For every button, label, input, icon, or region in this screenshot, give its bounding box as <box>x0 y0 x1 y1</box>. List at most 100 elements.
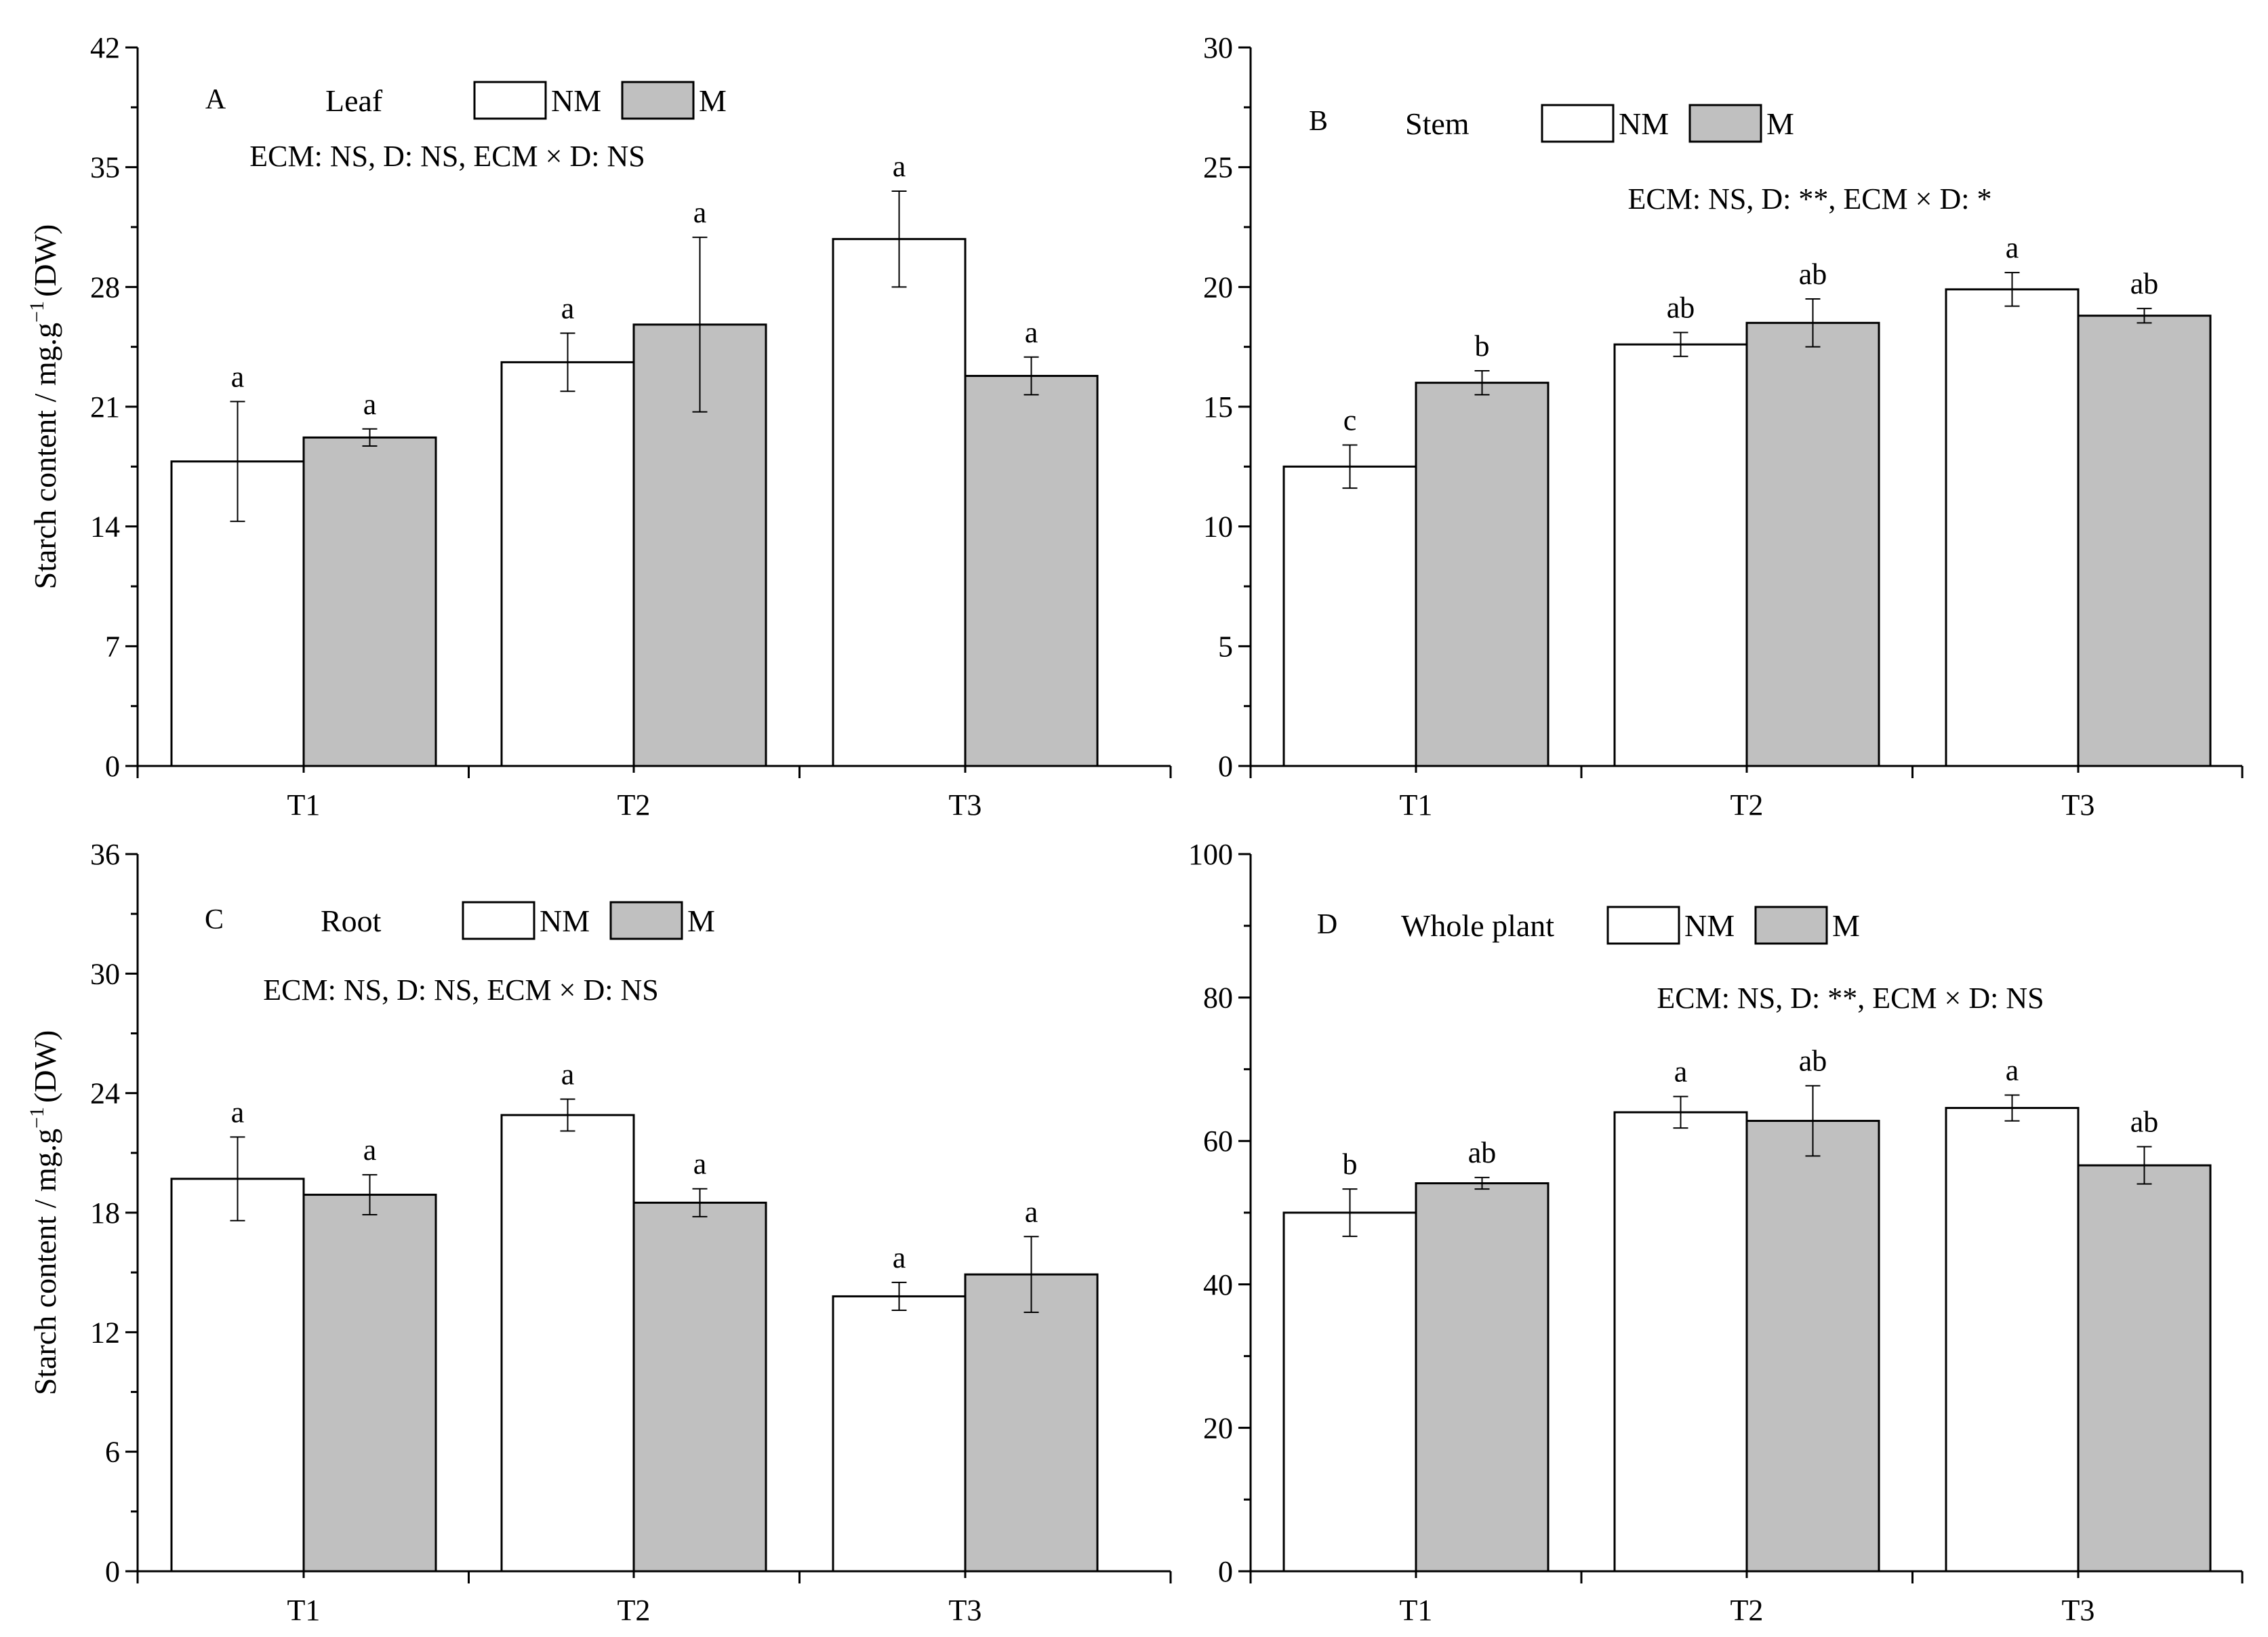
x-tick-label: T1 <box>287 1594 321 1627</box>
x-tick-label: T2 <box>617 788 651 822</box>
series-nm: b a a <box>1282 1053 2080 1573</box>
x-tick-label: T1 <box>1400 788 1433 822</box>
legend: NM M <box>1541 104 1794 143</box>
y-tick-label: 10 <box>1203 510 1233 544</box>
y-tick-label: 0 <box>105 1555 120 1588</box>
x-tick-label: T2 <box>617 1594 651 1627</box>
legend-swatch-nm <box>1541 104 1615 143</box>
bar-nm <box>170 1177 305 1573</box>
series-nm: a a a <box>170 1057 967 1573</box>
panel-a: 0 7 14 21 28 35 42 T1 T2 T3 a a a a a a A Leaf NM M ECM: NS,… <box>26 31 1172 822</box>
significance-letter: a <box>363 388 377 421</box>
significance-letter: a <box>363 1133 377 1167</box>
legend: NM M <box>462 901 715 940</box>
y-tick-label: 14 <box>90 510 120 544</box>
y-tick-label: 80 <box>1203 982 1233 1015</box>
y-axis-title: Starch content / mg.g−1 (DW) <box>26 224 62 590</box>
significance-letter: a <box>231 1095 245 1129</box>
bar-nm <box>500 1114 635 1573</box>
bar-m <box>632 1201 767 1573</box>
significance-letter: a <box>1025 1195 1038 1228</box>
y-tick-label: 15 <box>1203 390 1233 424</box>
y-tick-label: 6 <box>105 1436 120 1469</box>
significance-letter: c <box>1343 404 1357 437</box>
bar-m <box>2077 315 2212 767</box>
panel-letter: C <box>205 904 224 935</box>
legend-swatch-m <box>609 901 683 940</box>
significance-letter: a <box>893 1241 906 1274</box>
legend-label-m: M <box>1766 106 1794 141</box>
bar-nm <box>1613 343 1748 767</box>
x-tick-label: T3 <box>949 788 982 822</box>
y-tick-label: 20 <box>1203 270 1233 304</box>
significance-letter: a <box>693 196 707 229</box>
y-tick-label: 24 <box>90 1077 120 1110</box>
y-tick-label: 100 <box>1188 838 1233 871</box>
series-nm: a a a <box>170 150 967 767</box>
bar-nm <box>1613 1111 1748 1573</box>
legend-label-nm: NM <box>540 904 590 938</box>
x-tick-label: T2 <box>1730 1594 1764 1627</box>
significance-letter: a <box>561 291 575 325</box>
series-m: a a a <box>302 1133 1099 1573</box>
y-axis-title: Starch content / mg.g−1 (DW) <box>26 1030 62 1396</box>
y-tick-label: 36 <box>90 838 120 871</box>
x-tick-label: T3 <box>2062 788 2095 822</box>
significance-letter: ab <box>2130 267 2159 300</box>
panel-title: Whole plant <box>1401 908 1554 943</box>
x-tick-label: T2 <box>1730 788 1764 822</box>
significance-letter: ab <box>1799 1045 1827 1078</box>
significance-letter: a <box>1025 316 1038 349</box>
legend-label-m: M <box>1832 908 1860 943</box>
panel-letter: D <box>1317 909 1337 940</box>
legend-swatch-m <box>621 81 695 120</box>
significance-letter: ab <box>1799 258 1827 291</box>
y-axis-title-main: Starch content / mg.g <box>28 323 62 589</box>
bar-m <box>2077 1164 2212 1573</box>
y-tick-label: 28 <box>90 270 120 304</box>
legend-swatch-nm <box>473 81 547 120</box>
legend: NM M <box>1606 906 1860 945</box>
y-axis-title-superscript: −1 <box>26 301 48 323</box>
y-tick-label: 30 <box>90 957 120 990</box>
significance-letter: b <box>1475 329 1490 363</box>
panel-letter: A <box>205 84 226 115</box>
panel-d: 0 20 40 60 80 100 T1 T2 T3 b a a ab ab ab D Whole plant N… <box>1188 838 2244 1627</box>
y-axis-title-unit: (DW) <box>28 224 62 297</box>
legend-swatch-nm <box>1606 906 1680 945</box>
panel-letter: B <box>1309 106 1328 137</box>
y-tick-label: 0 <box>1218 750 1233 783</box>
legend-swatch-nm <box>462 901 535 940</box>
bar-m <box>1745 1120 1880 1573</box>
bar-m <box>1415 1182 1550 1573</box>
y-tick-label: 30 <box>1203 31 1233 64</box>
legend-label-m: M <box>699 83 727 118</box>
bar-nm <box>1945 288 2080 767</box>
significance-letter: b <box>1343 1148 1358 1181</box>
y-tick-label: 5 <box>1218 630 1233 663</box>
panel-title: Root <box>321 904 382 938</box>
stats-annotation: ECM: NS, D: **, ECM × D: * <box>1628 182 1992 216</box>
panel-title: Stem <box>1405 106 1470 141</box>
bar-m <box>302 436 437 767</box>
significance-letter: a <box>2006 231 2019 264</box>
y-tick-label: 25 <box>1203 151 1233 184</box>
legend-label-nm: NM <box>1684 908 1735 943</box>
bar-m <box>1745 321 1880 767</box>
y-tick-label: 60 <box>1203 1125 1233 1158</box>
x-tick-label: T3 <box>2062 1594 2095 1627</box>
bar-nm <box>1945 1107 2080 1573</box>
bar-m <box>1415 382 1550 767</box>
y-tick-label: 0 <box>1218 1555 1233 1588</box>
significance-letter: a <box>2006 1053 2019 1087</box>
series-nm: c ab a <box>1282 231 2080 767</box>
series-m: a a a <box>302 196 1099 767</box>
bar-nm <box>1282 1211 1417 1573</box>
legend: NM M <box>473 81 727 120</box>
stats-annotation: ECM: NS, D: **, ECM × D: NS <box>1657 982 2044 1015</box>
series-m: ab ab ab <box>1415 1045 2212 1573</box>
series-m: b ab ab <box>1415 258 2212 767</box>
y-tick-label: 21 <box>90 390 120 424</box>
